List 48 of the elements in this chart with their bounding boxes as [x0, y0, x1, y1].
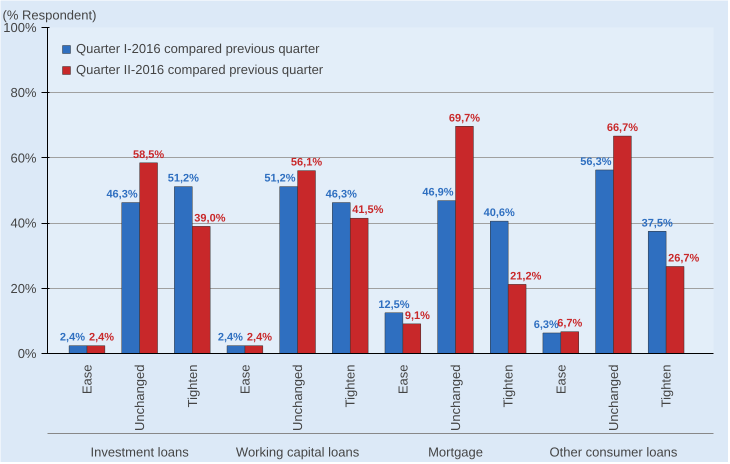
text: Mortgage: [428, 444, 483, 460]
text: Working capital loans: [236, 444, 360, 460]
data-label: 39,0%: [194, 212, 226, 224]
x-tick-label: Unchanged: [606, 364, 621, 431]
text: Other consumer loans: [550, 444, 678, 460]
x-tick-label: Unchanged: [448, 364, 464, 431]
data-label: 6,7%: [557, 318, 583, 330]
data-label: 46,3%: [326, 188, 358, 201]
data-label: 51,2%: [168, 172, 200, 185]
data-label: 9,1%: [404, 310, 430, 322]
data-label: 56,3%: [580, 156, 612, 168]
data-label: 41,5%: [352, 204, 384, 216]
y-tick-label: 40%: [10, 216, 37, 231]
x-tick-label: Ease: [79, 364, 94, 394]
x-tick-label: Unchanged: [290, 364, 306, 431]
data-label: 56,1%: [290, 156, 322, 169]
data-label: 69,7%: [448, 112, 480, 124]
x-tick-label: Tighten: [500, 364, 516, 408]
x-tick-label: Ease: [395, 364, 410, 394]
y-axis-title: (% Respondent): [2, 8, 96, 22]
legend-label: Quarter II-2016 compared previous quarter: [76, 62, 324, 77]
data-label: 6,3%: [534, 318, 560, 331]
data-label: 12,5%: [378, 298, 410, 311]
data-label: 26,7%: [668, 252, 700, 264]
data-label: 2,4%: [246, 332, 272, 344]
data-label: 51,2%: [264, 172, 296, 185]
x-tick-label: Unchanged: [132, 364, 148, 431]
x-tick-label: Tighten: [184, 364, 200, 408]
text: Investment loans: [90, 444, 190, 460]
data-label: 21,2%: [510, 270, 542, 282]
data-label: 40,6%: [484, 207, 516, 220]
y-tick-label: 80%: [10, 85, 37, 100]
data-label: 46,9%: [422, 186, 454, 199]
data-label: 2,4%: [60, 332, 86, 344]
y-tick-label: 0%: [18, 346, 37, 361]
data-label: 58,5%: [132, 148, 164, 161]
x-tick-label: Ease: [237, 364, 252, 394]
data-label: 2,4%: [218, 332, 244, 344]
x-tick-label: Tighten: [342, 364, 358, 408]
data-label: 66,7%: [606, 122, 638, 134]
data-label: 2,4%: [88, 332, 114, 344]
x-tick-label: Ease: [553, 364, 568, 394]
data-label: 37,5%: [642, 217, 673, 230]
legend-label: Quarter I-2016 compared previous quarter: [76, 41, 320, 56]
y-tick-label: 60%: [10, 150, 37, 166]
x-tick-label: Tighten: [658, 364, 674, 408]
data-label: 46,3%: [106, 188, 138, 201]
y-tick-label: 20%: [10, 280, 37, 296]
